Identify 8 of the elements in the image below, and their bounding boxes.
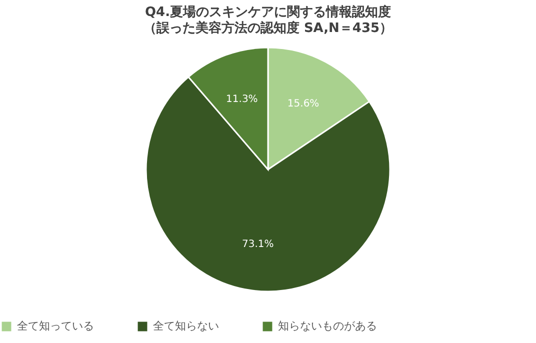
data-label: 15.6%: [287, 98, 320, 110]
legend-label: 知らないものがある: [278, 320, 377, 333]
chart-subtitle: （誤った美容方法の認知度 SA,N＝435）: [143, 20, 393, 36]
legend-label: 全て知っている: [17, 320, 94, 333]
chart-title: Q4.夏場のスキンケアに関する情報認知度: [144, 4, 392, 20]
legend-label: 全て知らない: [153, 320, 219, 333]
data-label: 11.3%: [226, 94, 258, 106]
data-label: 73.1%: [242, 238, 274, 250]
